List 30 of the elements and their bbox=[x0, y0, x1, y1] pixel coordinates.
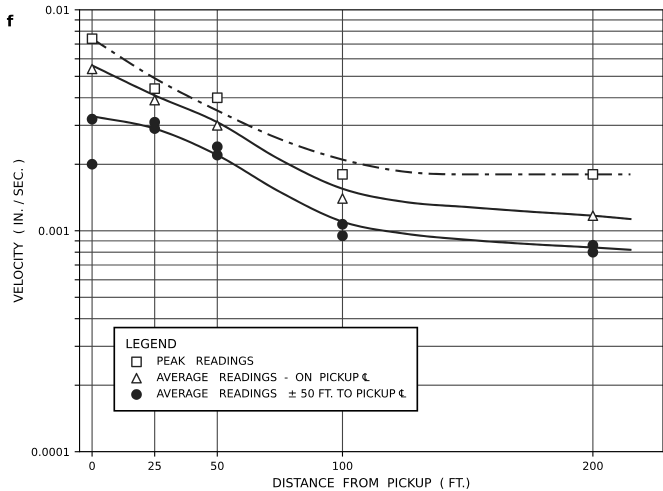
point bbox=[212, 150, 223, 160]
point bbox=[149, 94, 160, 106]
y-tick-label: 0.0001 bbox=[32, 448, 69, 456]
point bbox=[86, 33, 98, 44]
point bbox=[337, 230, 348, 242]
point bbox=[86, 64, 98, 74]
x-tick-label: 100 bbox=[333, 462, 352, 470]
legend-label: AVERAGE READINGS - ON PICKUP ℄ bbox=[156, 372, 370, 382]
point bbox=[588, 210, 598, 222]
point bbox=[149, 83, 160, 94]
legend-label: PEAK READINGS bbox=[158, 356, 254, 365]
x-tick-label: 50 bbox=[211, 462, 224, 470]
y-tick-label: 0.001 bbox=[38, 226, 69, 236]
legend-title: LEGEND bbox=[126, 338, 176, 348]
point bbox=[337, 193, 348, 204]
x-axis-title: DISTANCE FROM PICKUP ( FT.) bbox=[273, 478, 470, 489]
y-tick-label: 0.01 bbox=[46, 6, 69, 14]
point bbox=[588, 169, 598, 180]
x-tick-label: 200 bbox=[583, 462, 603, 470]
text: f bbox=[6, 14, 14, 26]
point bbox=[212, 92, 223, 104]
x-tick-label: 0 bbox=[89, 462, 95, 470]
point bbox=[86, 114, 98, 125]
point bbox=[337, 218, 348, 230]
x-tick-label: 25 bbox=[148, 462, 161, 470]
point bbox=[212, 120, 223, 131]
point bbox=[337, 169, 348, 180]
legend-label: AVERAGE READINGS ± 50 FT. TO PICKUP ℄ bbox=[156, 389, 406, 398]
point bbox=[86, 158, 98, 170]
y-axis-title: VELOCITY ( IN. / SEC. ) bbox=[13, 160, 24, 303]
